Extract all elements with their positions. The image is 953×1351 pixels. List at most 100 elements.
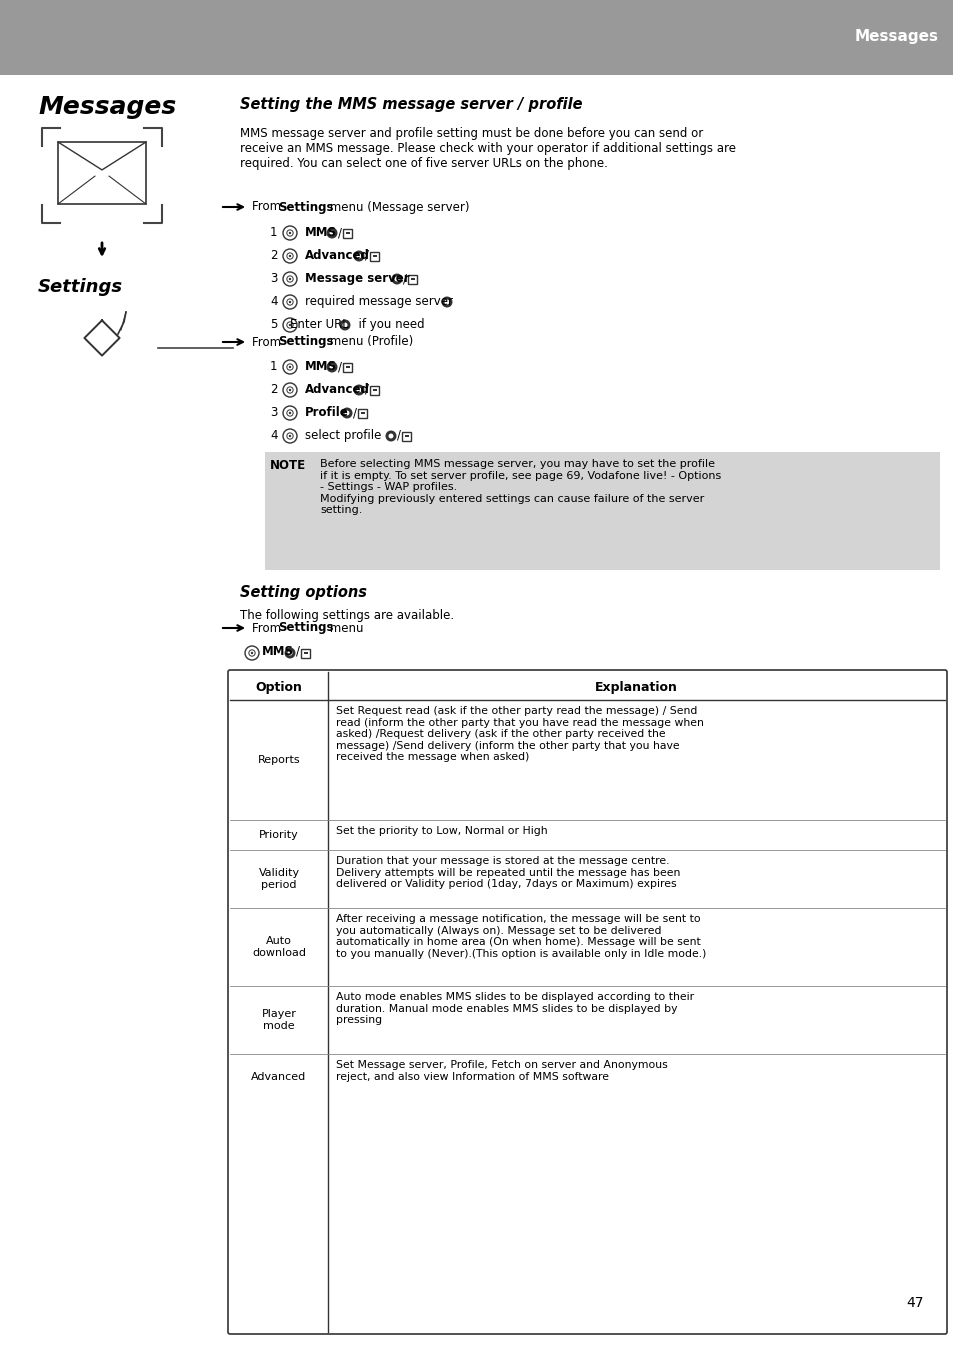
Bar: [58, 142, 146, 204]
Circle shape: [339, 319, 350, 331]
Circle shape: [342, 323, 347, 327]
Text: /: /: [402, 272, 411, 285]
Text: 1: 1: [270, 226, 277, 239]
Circle shape: [329, 365, 335, 369]
Text: 1: 1: [270, 359, 277, 373]
Bar: [408, 274, 417, 284]
Text: Message server: Message server: [305, 272, 409, 285]
Bar: [373, 254, 376, 257]
Text: menu (Profile): menu (Profile): [326, 335, 413, 349]
Circle shape: [388, 434, 393, 439]
Text: 2: 2: [270, 382, 277, 396]
Text: Duration that your message is stored at the message centre.
Delivery attempts wi: Duration that your message is stored at …: [335, 857, 679, 889]
Circle shape: [326, 362, 337, 373]
Text: Messages: Messages: [854, 30, 938, 45]
Text: /: /: [365, 249, 373, 262]
Text: Enter URL: Enter URL: [290, 317, 349, 331]
Text: select profile: select profile: [305, 430, 381, 442]
Circle shape: [284, 647, 295, 658]
Bar: [345, 231, 350, 234]
Bar: [0, 0, 953, 76]
Circle shape: [289, 389, 291, 392]
Bar: [358, 408, 367, 417]
Text: Before selecting MMS message server, you may have to set the profile
if it is em: Before selecting MMS message server, you…: [319, 459, 720, 515]
Bar: [265, 453, 939, 570]
Text: /: /: [353, 407, 360, 419]
Circle shape: [395, 277, 399, 281]
Text: if you need: if you need: [351, 317, 424, 331]
Circle shape: [341, 408, 352, 419]
Bar: [411, 278, 415, 281]
Circle shape: [329, 231, 335, 235]
Text: menu (Message server): menu (Message server): [326, 200, 469, 213]
Text: Advanced: Advanced: [305, 382, 370, 396]
Text: Settings: Settings: [38, 278, 123, 296]
Circle shape: [289, 412, 291, 415]
Text: Set the priority to Low, Normal or High: Set the priority to Low, Normal or High: [335, 825, 547, 836]
Text: 2: 2: [270, 249, 277, 262]
Text: /: /: [295, 644, 303, 658]
FancyBboxPatch shape: [228, 670, 946, 1333]
Text: 4: 4: [270, 430, 277, 442]
Text: Settings: Settings: [277, 335, 334, 349]
Text: Explanation: Explanation: [595, 681, 678, 693]
Text: MMS message server and profile setting must be done before you can send or
recei: MMS message server and profile setting m…: [240, 127, 735, 170]
Text: Option: Option: [255, 681, 302, 693]
Bar: [343, 362, 352, 372]
Circle shape: [289, 324, 291, 326]
Text: Priority: Priority: [259, 830, 298, 840]
Text: menu: menu: [326, 621, 363, 635]
Text: 4: 4: [270, 295, 277, 308]
Bar: [345, 366, 350, 369]
Text: Advanced: Advanced: [251, 1071, 306, 1082]
Bar: [370, 251, 379, 261]
Circle shape: [251, 651, 253, 654]
Text: After receiving a message notification, the message will be sent to
you automati: After receiving a message notification, …: [335, 915, 705, 959]
Bar: [370, 385, 379, 394]
Bar: [404, 435, 409, 438]
Circle shape: [289, 255, 291, 257]
Text: From: From: [252, 621, 285, 635]
Text: MMS: MMS: [262, 644, 294, 658]
Text: /: /: [337, 359, 345, 373]
Circle shape: [356, 254, 361, 258]
Text: Settings: Settings: [277, 621, 334, 635]
Text: Auto mode enables MMS slides to be displayed according to their
duration. Manual: Auto mode enables MMS slides to be displ…: [335, 992, 694, 1025]
Circle shape: [444, 300, 449, 304]
Circle shape: [354, 250, 364, 262]
Text: Settings: Settings: [277, 200, 334, 213]
Text: Setting options: Setting options: [240, 585, 367, 600]
Text: Setting the MMS message server / profile: Setting the MMS message server / profile: [240, 97, 582, 112]
Circle shape: [385, 431, 396, 442]
Text: Reports: Reports: [257, 755, 300, 765]
Text: Player
mode: Player mode: [261, 1009, 296, 1031]
Circle shape: [441, 296, 452, 308]
Text: Advanced: Advanced: [305, 249, 370, 262]
Text: MMS: MMS: [305, 226, 336, 239]
Text: From: From: [252, 335, 285, 349]
Bar: [402, 431, 411, 440]
Text: required message server: required message server: [305, 295, 453, 308]
Text: 3: 3: [270, 272, 277, 285]
Circle shape: [289, 366, 291, 369]
Circle shape: [326, 227, 337, 239]
Bar: [373, 389, 376, 392]
Text: 47: 47: [905, 1296, 923, 1310]
Text: MMS: MMS: [305, 359, 336, 373]
Circle shape: [289, 232, 291, 234]
Circle shape: [289, 278, 291, 280]
Text: 5: 5: [270, 317, 277, 331]
Text: Auto
download: Auto download: [252, 936, 306, 958]
Bar: [231, 673, 943, 701]
Bar: [301, 648, 310, 658]
Text: Messages: Messages: [38, 95, 176, 119]
Text: Set Request read (ask if the other party read the message) / Send
read (inform t: Set Request read (ask if the other party…: [335, 707, 703, 762]
Circle shape: [356, 388, 361, 393]
Circle shape: [344, 411, 349, 416]
Text: /: /: [396, 430, 404, 442]
Text: /: /: [365, 382, 373, 396]
Circle shape: [289, 301, 291, 303]
Bar: [343, 228, 352, 238]
Circle shape: [391, 273, 402, 285]
Circle shape: [354, 385, 364, 396]
